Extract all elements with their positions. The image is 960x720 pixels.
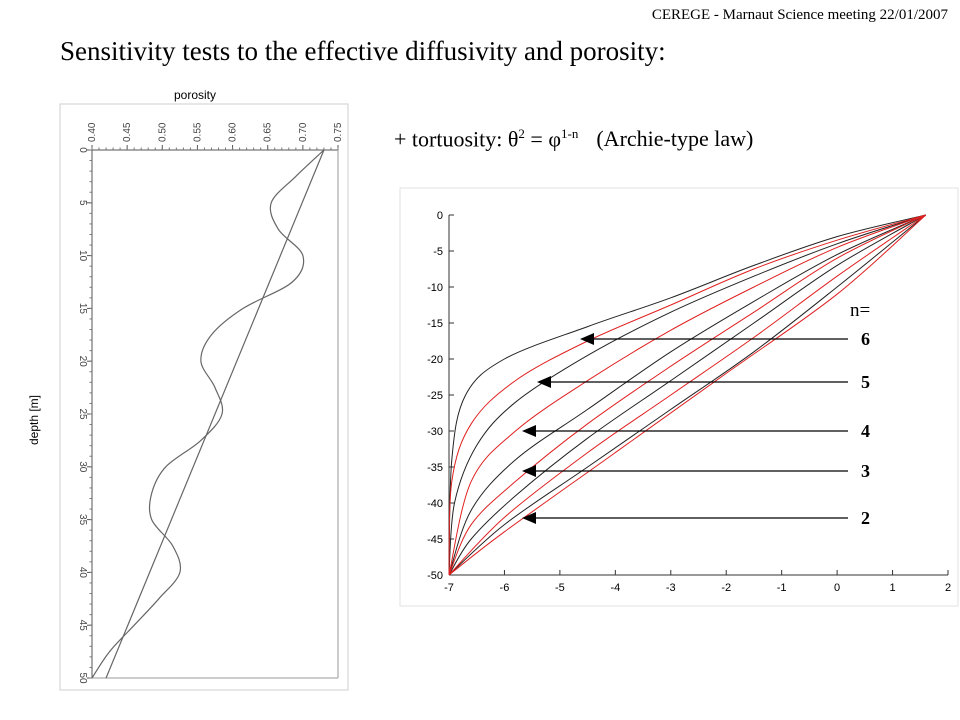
- y-tick-label: -30: [427, 426, 443, 438]
- n-value-label: 4: [861, 421, 870, 441]
- right-chart-frame: [399, 187, 959, 607]
- y-tick-label: 10: [77, 250, 88, 262]
- black-profile-line: [448, 214, 927, 576]
- y-tick-label: -50: [427, 570, 443, 582]
- y-tick-label: 20: [77, 356, 88, 368]
- y-tick-label: 25: [77, 408, 88, 420]
- x-tick-label: -4: [610, 582, 620, 594]
- n-value-label: 2: [861, 508, 870, 528]
- x-tick-label: -7: [444, 582, 454, 594]
- x-tick-label: 0.70: [298, 122, 309, 142]
- black-profile-line: [448, 214, 926, 576]
- formula-mid: = φ: [524, 126, 562, 152]
- x-tick-label: 2: [945, 582, 951, 594]
- n-equals-label: n=: [850, 300, 871, 321]
- y-tick-label: 35: [77, 514, 88, 526]
- y-tick-label: -35: [427, 462, 443, 474]
- x-tick-label: 0.40: [87, 122, 98, 142]
- slide-title: Sensitivity tests to the effective diffu…: [60, 36, 666, 66]
- x-tick-label: 0.65: [263, 122, 274, 142]
- y-tick-label: 40: [77, 567, 88, 579]
- x-tick-label: -6: [500, 582, 510, 594]
- y-tick-label: -5: [433, 246, 443, 258]
- x-tick-label: 0.55: [192, 122, 203, 142]
- x-tick-label: 0.60: [228, 122, 239, 142]
- black-profile-line: [448, 214, 927, 576]
- y-tick-label: -10: [427, 282, 443, 294]
- black-profile-line: [448, 214, 926, 576]
- n-value-label: 5: [861, 372, 870, 392]
- y-tick-label: 50: [77, 672, 88, 684]
- x-tick-label: 0.75: [333, 122, 344, 142]
- y-tick-label: 45: [77, 620, 88, 632]
- x-tick-label: 1: [889, 582, 895, 594]
- x-tick-label: -5: [555, 582, 565, 594]
- meeting-header: CEREGE - Marnaut Science meeting 22/01/2…: [651, 7, 948, 23]
- n-value-label: 3: [861, 461, 870, 481]
- x-tick-label: -3: [666, 582, 676, 594]
- formula-exp2: 1-n: [561, 126, 579, 141]
- y-tick-label: 0: [437, 210, 443, 222]
- arrow-head: [537, 376, 551, 388]
- y-tick-label: -40: [427, 498, 443, 510]
- red-profile-line: [448, 214, 926, 576]
- arrow-head: [522, 465, 536, 477]
- arrow-head: [580, 333, 594, 345]
- porosity-linear-line: [105, 149, 325, 679]
- porosity-oscillating-line: [91, 149, 325, 679]
- red-profile-line: [448, 214, 926, 576]
- y-tick-label: -45: [427, 534, 443, 546]
- arrow-head: [522, 512, 536, 524]
- formula-exp1: 2: [518, 126, 525, 141]
- y-tick-label: -15: [427, 318, 443, 330]
- y-tick-label: 15: [77, 303, 88, 315]
- formula-prefix: + tortuosity: θ: [394, 126, 519, 152]
- left-chart-frame: [59, 103, 349, 691]
- red-profile-line: [448, 214, 927, 576]
- porosity-axis-label: porosity: [174, 88, 217, 102]
- n-value-label: 6: [861, 329, 870, 349]
- y-tick-label: -25: [427, 390, 443, 402]
- x-tick-label: 0.45: [122, 122, 133, 142]
- x-tick-label: -2: [721, 582, 731, 594]
- y-tick-label: -20: [427, 354, 443, 366]
- formula-law: (Archie-type law): [596, 126, 754, 152]
- x-tick-label: 0: [834, 582, 840, 594]
- x-tick-label: 0.50: [157, 122, 168, 142]
- y-tick-label: 5: [77, 200, 88, 206]
- red-profile-line: [448, 214, 927, 576]
- red-profile-line: [448, 214, 927, 576]
- black-profile-line: [448, 214, 927, 576]
- tortuosity-formula: + tortuosity: θ2 = φ1-n (Archie-type law): [394, 126, 753, 152]
- arrow-head: [522, 425, 536, 437]
- y-tick-label: 30: [77, 461, 88, 473]
- y-tick-label: 0: [77, 147, 88, 153]
- x-tick-label: -1: [777, 582, 787, 594]
